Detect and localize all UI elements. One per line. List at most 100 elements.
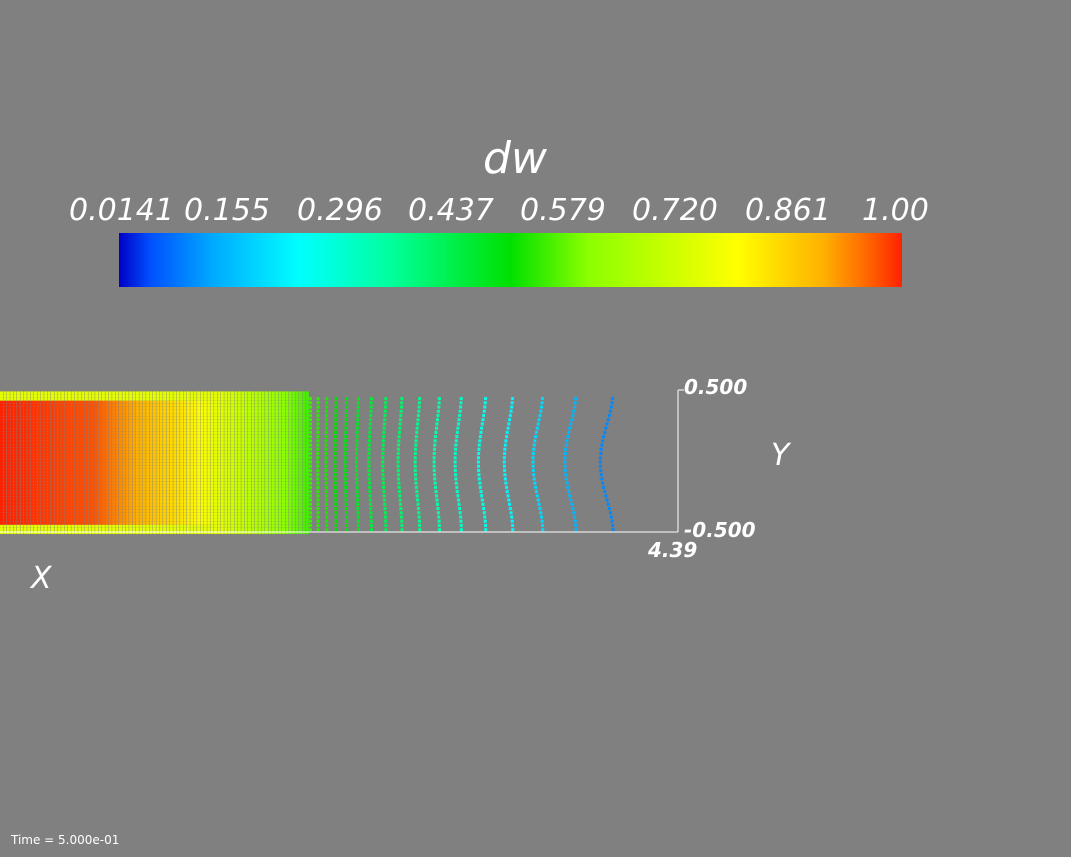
field-point [40,419,44,423]
field-point [33,481,37,485]
field-point [220,509,224,513]
field-point [54,527,58,531]
field-point [220,503,224,507]
field-point [324,413,328,417]
field-point [248,515,252,519]
field-point [23,468,27,472]
field-point [458,511,462,515]
field-point [61,403,65,407]
field-point [159,431,163,435]
field-point [149,462,153,466]
field-point [207,416,211,420]
field-point [125,403,129,407]
field-point [186,450,190,454]
field-point [149,397,153,401]
field-point [368,485,372,489]
field-point [302,509,306,513]
field-point [396,456,400,460]
field-point [159,478,163,482]
field-point [132,403,136,407]
field-point [285,465,289,469]
field-point [200,391,204,395]
field-point [207,437,211,441]
field-point [302,506,306,510]
field-point [10,456,14,460]
field-point [282,444,286,448]
field-point [298,397,302,401]
field-point [354,464,358,468]
field-point [268,453,272,457]
field-point [108,472,112,476]
field-point [84,434,88,438]
field-point [292,503,296,507]
field-point [95,487,99,491]
field-point [163,515,167,519]
field-point [44,459,48,463]
field-point [214,493,218,497]
field-point [169,481,173,485]
field-point [275,397,279,401]
field-point [265,444,269,448]
field-point [308,464,312,468]
field-point [217,425,221,429]
field-point [23,425,27,429]
field-point [268,441,272,445]
field-point [381,447,385,451]
field-point [214,499,218,503]
field-point [129,397,133,401]
field-point [316,473,320,477]
field-point [57,521,61,525]
field-point [369,515,373,519]
field-point [149,499,153,503]
field-point [20,465,24,469]
field-point [210,493,214,497]
field-point [436,507,440,511]
field-point [54,499,58,503]
field-point [44,428,48,432]
field-point [217,459,221,463]
field-point [275,406,279,410]
field-point [197,490,201,494]
field-point [324,456,328,460]
field-point [278,410,282,414]
field-point [268,450,272,454]
field-point [382,498,386,502]
field-point [115,444,119,448]
field-point [159,434,163,438]
field-point [50,490,54,494]
field-point [142,493,146,497]
field-point [564,477,568,481]
field-point [214,416,218,420]
field-point [129,403,133,407]
field-point [316,430,320,434]
field-point [169,419,173,423]
field-point [163,521,167,525]
field-point [61,413,65,417]
field-point [0,447,3,451]
field-point [47,447,51,451]
field-point [302,444,306,448]
field-point [108,453,112,457]
field-point [115,527,119,531]
field-point [81,447,85,451]
field-point [214,506,218,510]
field-point [54,512,58,516]
field-point [98,472,102,476]
field-point [64,450,68,454]
field-point [91,410,95,414]
field-point [217,493,221,497]
field-point [139,484,143,488]
field-point [112,524,116,528]
field-point [40,503,44,507]
field-point [98,468,102,472]
field-point [20,431,24,435]
field-point [197,413,201,417]
field-point [33,437,37,441]
field-point [27,394,31,398]
field-point [37,468,41,472]
field-point [220,391,224,395]
field-point [200,465,204,469]
field-point [33,521,37,525]
field-point [368,422,372,426]
field-point [265,506,269,510]
